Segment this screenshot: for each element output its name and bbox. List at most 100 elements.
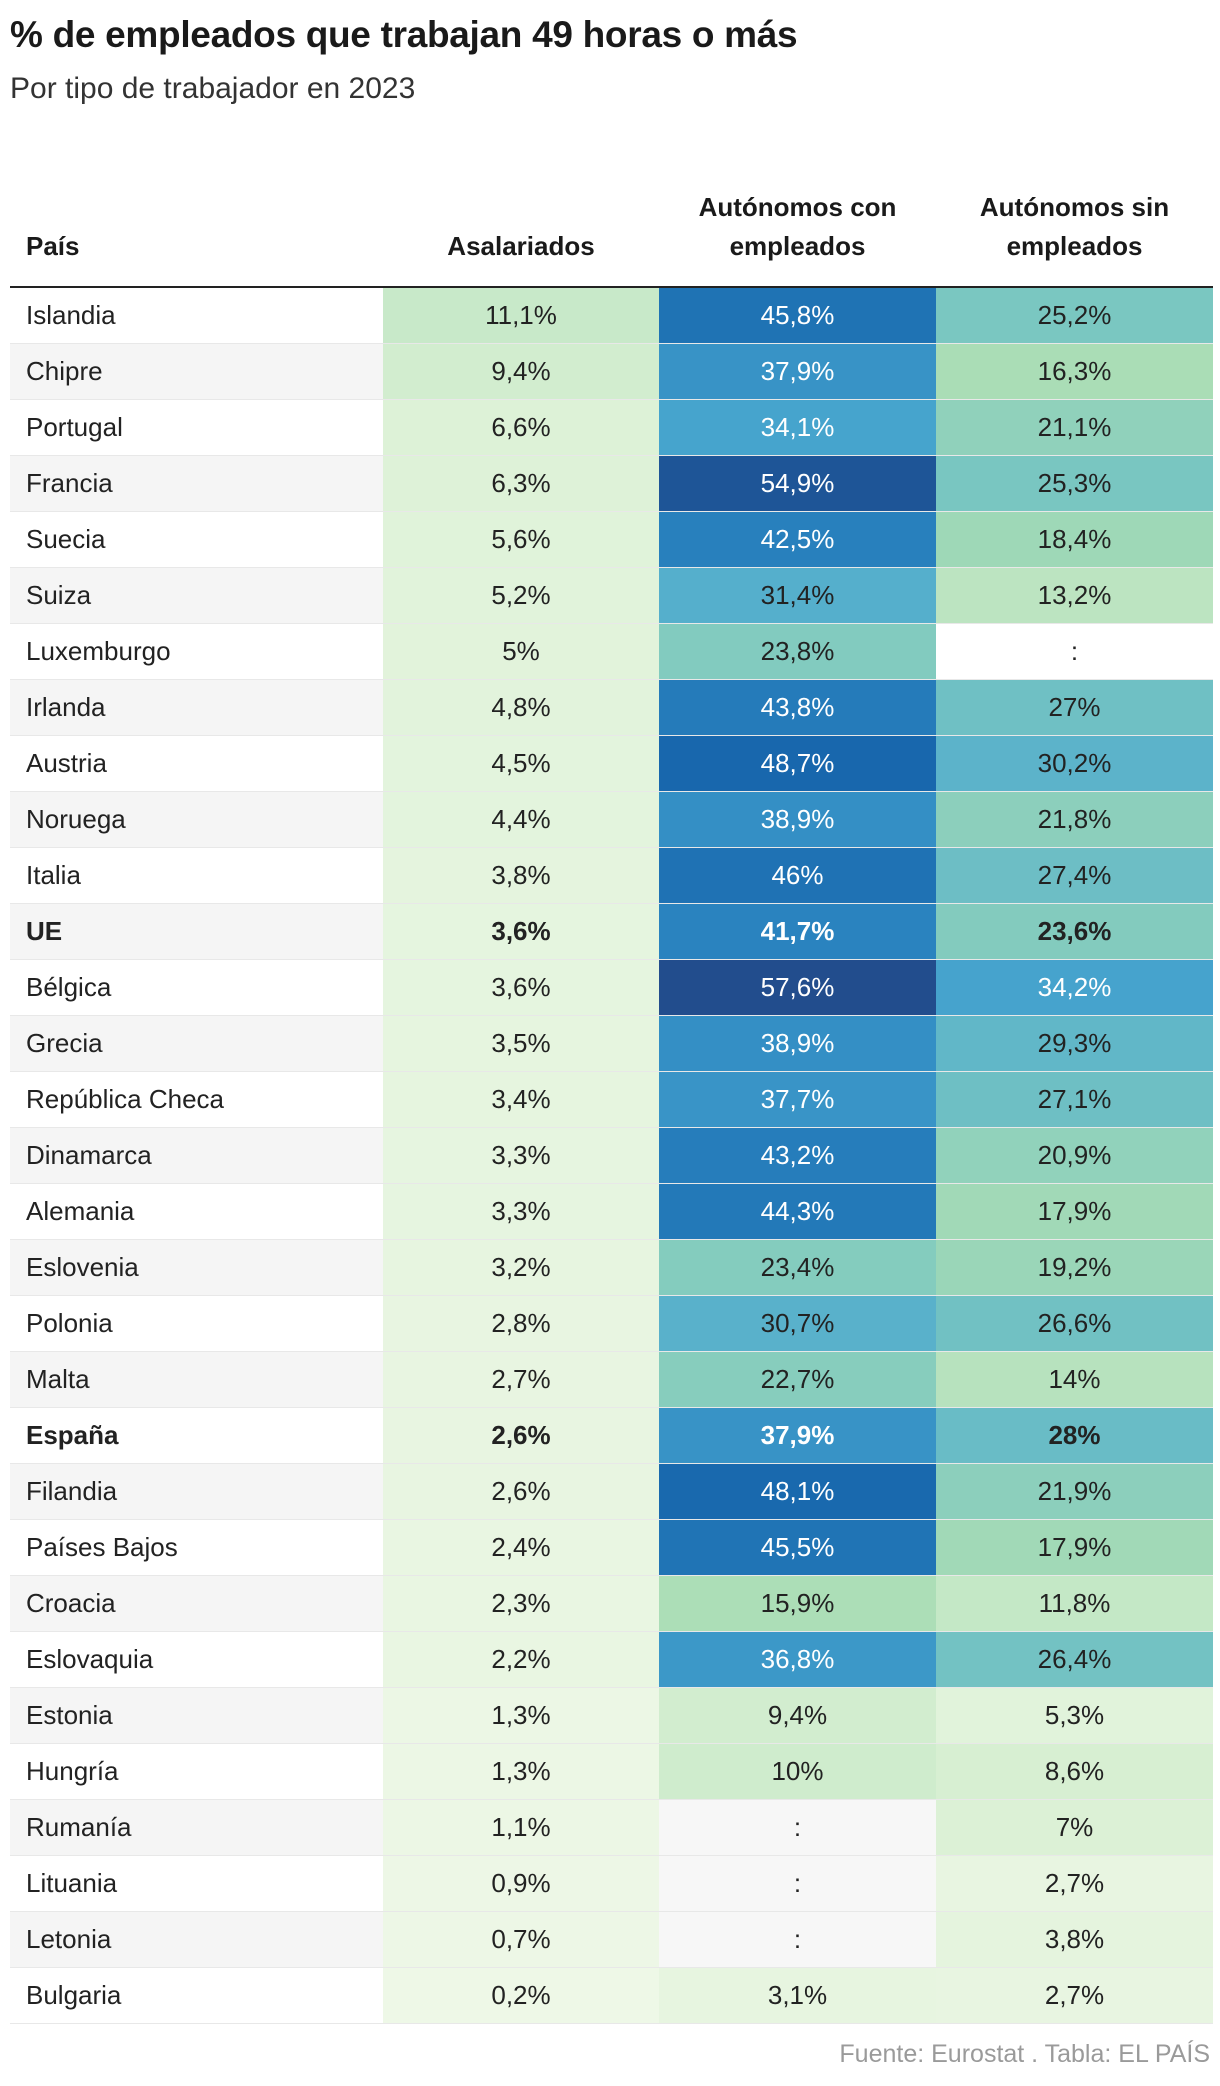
value-cell: 17,9% (936, 1183, 1213, 1240)
value-cell: 16,3% (936, 343, 1213, 400)
value-cell: 48,7% (659, 735, 936, 792)
table-row: Grecia 3,5% 38,9% 29,3% (10, 1015, 1213, 1072)
value-cell: 3,8% (936, 1911, 1213, 1968)
country-cell: Estonia (10, 1687, 383, 1744)
value-cell: 57,6% (659, 959, 936, 1016)
value-cell: 3,6% (383, 959, 659, 1016)
table-row: Países Bajos 2,4% 45,5% 17,9% (10, 1519, 1213, 1576)
value-cell: 22,7% (659, 1351, 936, 1408)
value-cell: 2,6% (383, 1463, 659, 1520)
country-cell: Irlanda (10, 679, 383, 736)
value-cell: 0,7% (383, 1911, 659, 1968)
value-cell: 21,8% (936, 791, 1213, 848)
country-cell: Bulgaria (10, 1967, 383, 2024)
value-cell: 21,9% (936, 1463, 1213, 1520)
country-cell: Letonia (10, 1911, 383, 1968)
value-cell: 3,8% (383, 847, 659, 904)
value-cell: 23,8% (659, 623, 936, 680)
country-cell: Austria (10, 735, 383, 792)
value-cell: 38,9% (659, 791, 936, 848)
table-body: Islandia 11,1% 45,8% 25,2% Chipre 9,4% 37,9% 16… (10, 287, 1213, 2024)
table-row: Estonia 1,3% 9,4% 5,3% (10, 1687, 1213, 1744)
value-cell: 3,4% (383, 1071, 659, 1128)
value-cell: 5,3% (936, 1687, 1213, 1744)
value-cell: 41,7% (659, 903, 936, 960)
column-header-autonomos-con-empleados: Autónomos con empleados (659, 160, 936, 288)
value-cell: 2,4% (383, 1519, 659, 1576)
value-cell: 26,6% (936, 1295, 1213, 1352)
table-row: Italia 3,8% 46% 27,4% (10, 847, 1213, 904)
table-row: Suecia 5,6% 42,5% 18,4% (10, 511, 1213, 568)
value-cell: 4,8% (383, 679, 659, 736)
value-cell: 34,1% (659, 399, 936, 456)
country-cell: Filandia (10, 1463, 383, 1520)
country-cell: España (10, 1407, 383, 1464)
value-cell: 1,1% (383, 1799, 659, 1856)
table-row: República Checa 3,4% 37,7% 27,1% (10, 1071, 1213, 1128)
country-cell: Eslovenia (10, 1239, 383, 1296)
value-cell: 6,3% (383, 455, 659, 512)
value-cell: 36,8% (659, 1631, 936, 1688)
value-cell: 3,3% (383, 1183, 659, 1240)
value-cell: : (936, 623, 1213, 680)
value-cell: 3,2% (383, 1239, 659, 1296)
value-cell: 18,4% (936, 511, 1213, 568)
country-cell: Italia (10, 847, 383, 904)
column-header-asalariados: Asalariados (383, 160, 659, 288)
value-cell: 0,9% (383, 1855, 659, 1912)
header-row: País Asalariados Autónomos con empleados… (10, 160, 1213, 288)
value-cell: 15,9% (659, 1575, 936, 1632)
value-cell: 20,9% (936, 1127, 1213, 1184)
value-cell: 46% (659, 847, 936, 904)
country-cell: Luxemburgo (10, 623, 383, 680)
value-cell: 43,8% (659, 679, 936, 736)
value-cell: 5% (383, 623, 659, 680)
value-cell: 19,2% (936, 1239, 1213, 1296)
value-cell: 54,9% (659, 455, 936, 512)
value-cell: 45,5% (659, 1519, 936, 1576)
value-cell: 23,4% (659, 1239, 936, 1296)
table-row: Dinamarca 3,3% 43,2% 20,9% (10, 1127, 1213, 1184)
value-cell: 0,2% (383, 1967, 659, 2024)
column-header-country: País (10, 160, 383, 288)
value-cell: 26,4% (936, 1631, 1213, 1688)
value-cell: 14% (936, 1351, 1213, 1408)
value-cell: 43,2% (659, 1127, 936, 1184)
table-row: Rumanía 1,1%:7% (10, 1799, 1213, 1856)
table-row: Austria 4,5% 48,7% 30,2% (10, 735, 1213, 792)
country-cell: Alemania (10, 1183, 383, 1240)
table-row: Luxemburgo 5% 23,8%: (10, 623, 1213, 680)
table-row: Noruega 4,4% 38,9% 21,8% (10, 791, 1213, 848)
value-cell: 13,2% (936, 567, 1213, 624)
value-cell: 2,7% (383, 1351, 659, 1408)
value-cell: 2,3% (383, 1575, 659, 1632)
table-row: Francia 6,3% 54,9% 25,3% (10, 455, 1213, 512)
value-cell: 31,4% (659, 567, 936, 624)
table-row: Bélgica 3,6% 57,6% 34,2% (10, 959, 1213, 1016)
heatmap-table: País Asalariados Autónomos con empleados… (10, 160, 1213, 2024)
value-cell: : (659, 1911, 936, 1968)
value-cell: 28% (936, 1407, 1213, 1464)
table-row: Malta 2,7% 22,7% 14% (10, 1351, 1213, 1408)
country-cell: Lituania (10, 1855, 383, 1912)
value-cell: 21,1% (936, 399, 1213, 456)
value-cell: 2,8% (383, 1295, 659, 1352)
value-cell: 2,6% (383, 1407, 659, 1464)
value-cell: 1,3% (383, 1687, 659, 1744)
country-cell: Suecia (10, 511, 383, 568)
country-cell: Hungría (10, 1743, 383, 1800)
value-cell: 48,1% (659, 1463, 936, 1520)
value-cell: 23,6% (936, 903, 1213, 960)
table-row: Suiza 5,2% 31,4% 13,2% (10, 567, 1213, 624)
value-cell: 42,5% (659, 511, 936, 568)
table-row: Islandia 11,1% 45,8% 25,2% (10, 287, 1213, 344)
value-cell: 4,4% (383, 791, 659, 848)
country-cell: Eslovaquia (10, 1631, 383, 1688)
value-cell: 1,3% (383, 1743, 659, 1800)
value-cell: 2,7% (936, 1855, 1213, 1912)
value-cell: 38,9% (659, 1015, 936, 1072)
value-cell: 3,3% (383, 1127, 659, 1184)
source-note: Fuente: Eurostat . Tabla: EL PAÍS (839, 2040, 1210, 2068)
column-header-autonomos-sin-empleados: Autónomos sin empleados (936, 160, 1213, 288)
table-row: Eslovaquia 2,2% 36,8% 26,4% (10, 1631, 1213, 1688)
